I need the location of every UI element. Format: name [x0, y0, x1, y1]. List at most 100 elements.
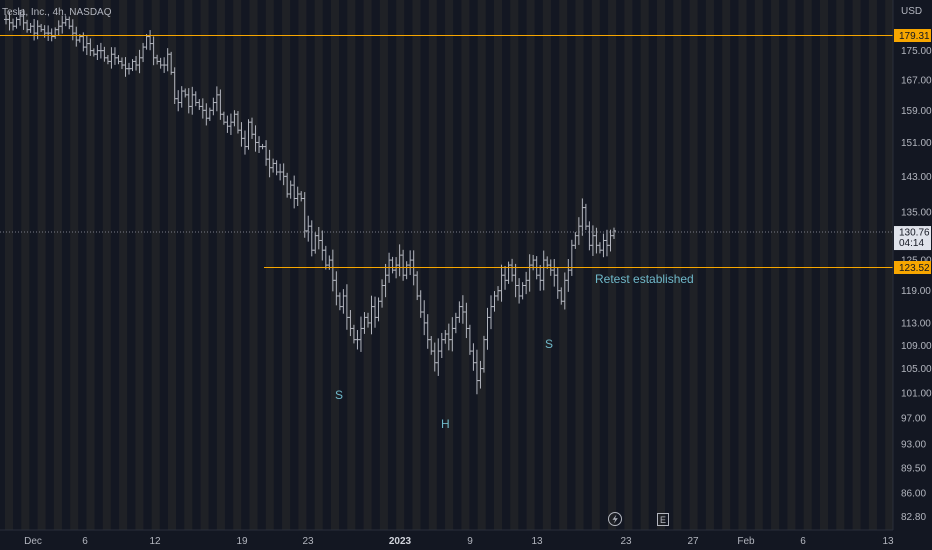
session-stripe [216, 0, 225, 530]
price-tick-label: 109.00 [901, 341, 932, 352]
session-stripe [412, 0, 421, 530]
session-stripe [868, 0, 877, 530]
price-tick-label: 89.50 [901, 464, 926, 475]
price-tick-label: 175.00 [901, 46, 932, 57]
session-stripe [119, 0, 128, 530]
price-tick-label: 113.00 [901, 318, 931, 329]
session-stripe [885, 0, 894, 530]
time-tick-label: 13 [531, 536, 543, 547]
time-tick-label: 6 [800, 536, 806, 547]
session-stripe [575, 0, 584, 530]
session-stripe [135, 0, 144, 530]
session-stripe [477, 0, 486, 530]
session-stripe [428, 0, 437, 530]
session-stripe [53, 0, 62, 530]
session-stripe [624, 0, 633, 530]
resistance-price-tag: 179.31 [894, 29, 931, 42]
price-tick-label: 97.00 [901, 413, 926, 424]
session-stripe [673, 0, 682, 530]
session-stripe [445, 0, 454, 530]
price-tick-label: 86.00 [901, 488, 926, 499]
session-stripe [754, 0, 763, 530]
session-stripe [184, 0, 193, 530]
svg-text:123.52: 123.52 [899, 263, 930, 274]
price-tick-label: 105.00 [901, 364, 932, 375]
session-stripe [298, 0, 307, 530]
price-tick-label: 159.00 [901, 106, 932, 117]
time-tick-label: 9 [467, 536, 473, 547]
right-shoulder-label: S [545, 337, 553, 351]
session-stripe [282, 0, 291, 530]
session-stripe [738, 0, 747, 530]
neckline-price-tag: 123.52 [894, 261, 931, 274]
session-stripe [461, 0, 470, 530]
session-stripe [5, 0, 13, 530]
session-stripe [200, 0, 209, 530]
session-stripe [249, 0, 258, 530]
retest-label: Retest established [595, 272, 694, 286]
symbol-title: Tesla, Inc., 4h, NASDAQ [2, 7, 112, 18]
session-stripe [820, 0, 828, 530]
ohlc-bar [612, 227, 616, 239]
session-stripe [314, 0, 323, 530]
head-label: H [441, 417, 450, 431]
session-stripe [151, 0, 160, 530]
session-stripe [705, 0, 714, 530]
session-stripe [657, 0, 665, 530]
session-stripe [591, 0, 600, 530]
time-tick-label: 19 [236, 536, 248, 547]
price-tick-label: 135.00 [901, 208, 932, 219]
session-stripe [559, 0, 568, 530]
session-stripe [722, 0, 731, 530]
price-tick-label: 101.00 [901, 388, 932, 399]
svg-text:179.31: 179.31 [899, 31, 930, 42]
time-tick-label: 13 [882, 536, 894, 547]
time-tick-label: 23 [620, 536, 632, 547]
session-stripe [396, 0, 405, 530]
price-tick-label: 93.00 [901, 440, 926, 451]
price-tick-label: 143.00 [901, 172, 932, 183]
lightning-icon[interactable] [608, 512, 622, 526]
session-stripe [168, 0, 176, 530]
session-stripe [102, 0, 111, 530]
session-stripes [5, 0, 894, 530]
session-stripe [803, 0, 812, 530]
session-stripe [640, 0, 649, 530]
session-stripe [510, 0, 519, 530]
session-stripe [787, 0, 796, 530]
session-stripe [21, 0, 30, 530]
price-tick-label: 167.00 [901, 75, 932, 86]
session-stripe [37, 0, 46, 530]
svg-text:E: E [660, 515, 666, 525]
svg-text:130.76: 130.76 [899, 228, 930, 239]
session-stripe [836, 0, 845, 530]
session-stripe [70, 0, 79, 530]
session-stripe [771, 0, 780, 530]
left-shoulder-label: S [335, 388, 343, 402]
price-bars [4, 9, 616, 395]
time-tick-label: Feb [737, 536, 755, 547]
last-price-tag: 130.76 04:14 [894, 226, 931, 251]
price-tick-label: 119.00 [901, 286, 931, 297]
time-tick-label: 6 [82, 536, 88, 547]
price-tick-label: 151.00 [901, 138, 932, 149]
time-tick-label: 23 [302, 536, 314, 547]
time-tick-label: 12 [149, 536, 161, 547]
session-stripe [86, 0, 95, 530]
time-axis-ticks: Dec 6 12 19 23 2023 9 13 23 27 Feb 6 13 [24, 536, 894, 547]
session-stripe [363, 0, 372, 530]
session-stripe [608, 0, 617, 530]
currency-label: USD [901, 6, 922, 17]
session-stripe [233, 0, 242, 530]
price-tick-label: 82.80 [901, 512, 926, 523]
earnings-e-icon[interactable]: E [657, 513, 669, 526]
time-tick-label: 2023 [389, 536, 412, 547]
session-stripe [689, 0, 698, 530]
session-stripe [347, 0, 356, 530]
time-tick-label: Dec [24, 536, 42, 547]
time-tick-label: 27 [687, 536, 699, 547]
session-stripe [331, 0, 339, 530]
svg-text:04:14: 04:14 [899, 238, 924, 249]
session-stripe [852, 0, 861, 530]
session-stripe [265, 0, 274, 530]
